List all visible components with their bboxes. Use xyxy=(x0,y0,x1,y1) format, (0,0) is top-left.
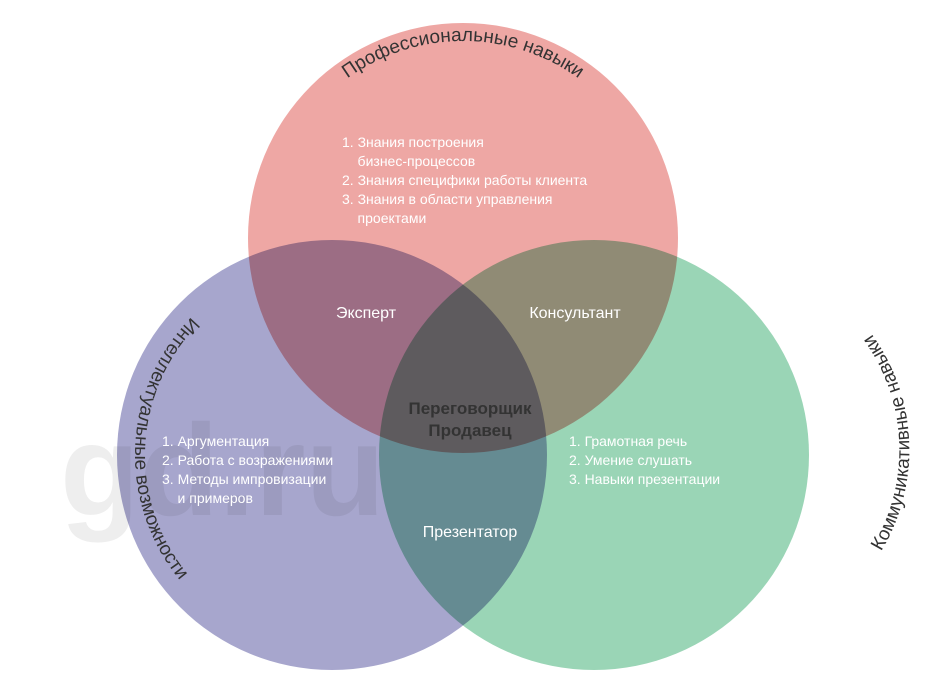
list-item: 1. Грамотная речь xyxy=(569,432,789,451)
venn-circle-top xyxy=(248,23,678,453)
list-item: проектами xyxy=(342,209,602,228)
venn-list-right: 1. Грамотная речь2. Умение слушать3. Нав… xyxy=(569,432,789,489)
list-item: 2. Работа с возражениями xyxy=(162,451,392,470)
venn-title-right: Коммуникативные навыки xyxy=(858,331,914,554)
center-line2: Продавец xyxy=(380,420,560,442)
list-item: 1. Аргументация xyxy=(162,432,392,451)
overlap-label-expert: Эксперт xyxy=(306,305,426,323)
list-item: бизнес-процессов xyxy=(342,152,602,171)
list-item: 2. Знания специфики работы клиента xyxy=(342,171,602,190)
overlap-label-consultant: Консультант xyxy=(505,305,645,323)
list-item: 2. Умение слушать xyxy=(569,451,789,470)
list-item: и примеров xyxy=(162,489,392,508)
venn-list-top: 1. Знания построения бизнес-процессов2. … xyxy=(342,133,602,227)
venn-diagram: gd.ru Профессиональные навыки Интеллекту… xyxy=(0,0,926,687)
center-line1: Переговорщик xyxy=(380,398,560,420)
list-item: 1. Знания построения xyxy=(342,133,602,152)
venn-center-label: Переговорщик Продавец xyxy=(380,398,560,442)
venn-list-left: 1. Аргументация2. Работа с возражениями3… xyxy=(162,432,392,508)
list-item: 3. Методы импровизации xyxy=(162,470,392,489)
list-item: 3. Навыки презентации xyxy=(569,470,789,489)
overlap-label-presenter: Презентатор xyxy=(400,524,540,542)
list-item: 3. Знания в области управления xyxy=(342,190,602,209)
